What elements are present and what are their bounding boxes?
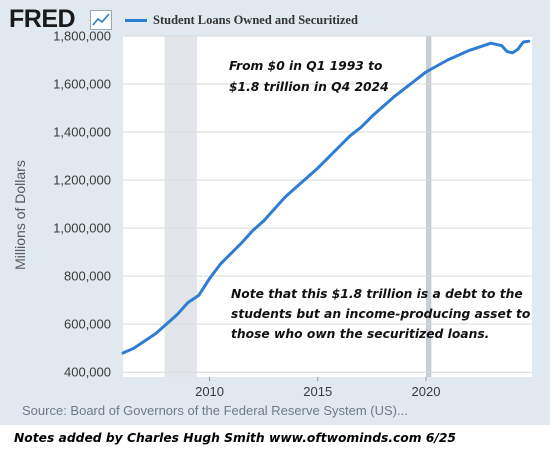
y-tick-label: 1,400,000 (53, 125, 111, 140)
chart-legend: Student Loans Owned and Securitized (125, 13, 358, 27)
x-tick-label: 2020 (412, 384, 441, 399)
annotation-range-line: $1.8 trillion in Q4 2024 (229, 80, 389, 94)
legend-label: Student Loans Owned and Securitized (153, 12, 358, 27)
y-tick-label: 1,800,000 (53, 29, 111, 44)
legend-swatch (125, 18, 147, 22)
footer-note: Notes added by Charles Hugh Smith www.of… (14, 431, 456, 445)
source-text: Source: Board of Governors of the Federa… (22, 403, 408, 418)
annotation-note-line: those who own the securitized loans. (231, 327, 489, 341)
recession-shade (425, 36, 432, 377)
x-tick-label: 2015 (303, 384, 332, 399)
y-tick-label: 400,000 (64, 365, 111, 380)
annotation-note-line: students but an income-producing asset t… (231, 307, 530, 321)
recession-shade (164, 36, 198, 377)
y-tick-label: 1,200,000 (53, 173, 111, 188)
annotation-range-line: From $0 in Q1 1993 to (229, 59, 382, 73)
y-tick-label: 1,600,000 (53, 77, 111, 92)
x-tick-label: 2010 (195, 384, 224, 399)
y-tick-label: 600,000 (64, 317, 111, 332)
series-line (121, 39, 531, 355)
line-chart: 400,000 600,000 800,000 1,000,000 1,200,000 1… (53, 29, 532, 399)
annotation-note-line: Note that this $1.8 trillion is a debt t… (231, 287, 523, 301)
line-chart-icon (90, 10, 112, 30)
fred-logo: FRED (9, 5, 76, 33)
y-tick-label: 800,000 (64, 269, 111, 284)
y-tick-label: 1,000,000 (53, 221, 111, 236)
